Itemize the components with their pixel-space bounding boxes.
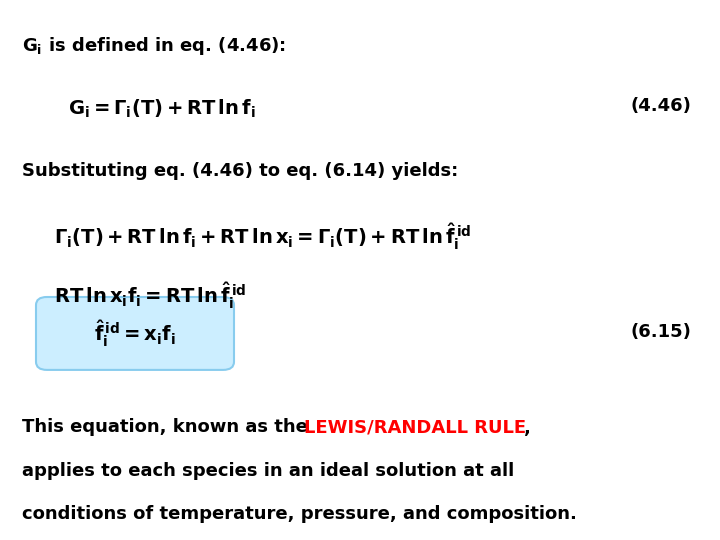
Text: (4.46): (4.46) <box>630 97 691 115</box>
Text: $\mathbf{\Gamma_i(T)+RT\,ln\,f_i+RT\,ln\,x_i=\Gamma_i(T)+RT\,ln\,\hat{f}_i^{\,id: $\mathbf{\Gamma_i(T)+RT\,ln\,f_i+RT\,ln\… <box>54 221 472 252</box>
Text: conditions of temperature, pressure, and composition.: conditions of temperature, pressure, and… <box>22 505 577 523</box>
Text: $\mathbf{RT\,ln\,x_i f_i = RT\,ln\,\hat{f}_i^{\,id}}$: $\mathbf{RT\,ln\,x_i f_i = RT\,ln\,\hat{… <box>54 281 246 311</box>
Text: LEWIS/RANDALL RULE: LEWIS/RANDALL RULE <box>304 418 526 436</box>
FancyBboxPatch shape <box>36 297 234 370</box>
Text: $\mathbf{G_i}$ is defined in eq. (4.46):: $\mathbf{G_i}$ is defined in eq. (4.46): <box>22 35 286 57</box>
Text: applies to each species in an ideal solution at all: applies to each species in an ideal solu… <box>22 462 514 480</box>
Text: (6.15): (6.15) <box>630 323 691 341</box>
Text: $\mathbf{G_i = \Gamma_i(T)+RT\,ln\,f_i}$: $\mathbf{G_i = \Gamma_i(T)+RT\,ln\,f_i}$ <box>68 97 256 119</box>
Text: This equation, known as the: This equation, known as the <box>22 418 314 436</box>
Text: ,: , <box>524 418 531 436</box>
Text: Substituting eq. (4.46) to eq. (6.14) yields:: Substituting eq. (4.46) to eq. (6.14) yi… <box>22 162 458 180</box>
Text: $\mathbf{\hat{f}_i^{\,id} = x_i f_i}$: $\mathbf{\hat{f}_i^{\,id} = x_i f_i}$ <box>94 318 176 349</box>
